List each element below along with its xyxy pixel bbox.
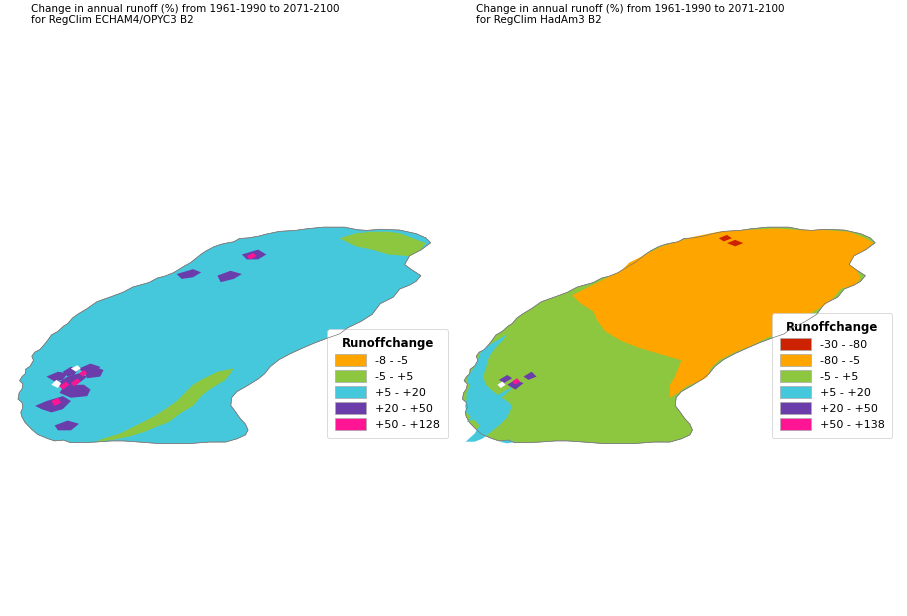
Polygon shape — [18, 227, 431, 444]
Polygon shape — [46, 371, 68, 381]
Polygon shape — [54, 373, 87, 388]
Polygon shape — [79, 370, 87, 376]
Polygon shape — [52, 398, 61, 406]
Polygon shape — [79, 363, 101, 373]
Polygon shape — [499, 375, 512, 383]
Polygon shape — [63, 367, 79, 376]
Polygon shape — [512, 378, 521, 385]
Polygon shape — [463, 227, 875, 444]
Legend: -8 - -5, -5 - +5, +5 - +20, +20 - +50, +50 - +128: -8 - -5, -5 - +5, +5 - +20, +20 - +50, +… — [327, 330, 448, 438]
Polygon shape — [60, 381, 69, 389]
Polygon shape — [60, 385, 91, 398]
Polygon shape — [507, 380, 523, 389]
Polygon shape — [84, 367, 103, 378]
Polygon shape — [71, 378, 81, 386]
Polygon shape — [95, 368, 234, 442]
Polygon shape — [523, 371, 537, 380]
Polygon shape — [499, 440, 515, 444]
Polygon shape — [339, 232, 425, 256]
Polygon shape — [727, 240, 743, 246]
Polygon shape — [52, 380, 61, 388]
Polygon shape — [71, 365, 81, 371]
Polygon shape — [54, 421, 79, 431]
Polygon shape — [242, 249, 267, 259]
Polygon shape — [218, 271, 242, 282]
Polygon shape — [247, 253, 257, 259]
Polygon shape — [466, 385, 515, 422]
Text: Change in annual runoff (%) from 1961-1990 to 2071-2100
for RegClim ECHAM4/OPYC3: Change in annual runoff (%) from 1961-19… — [31, 4, 340, 25]
Polygon shape — [497, 381, 505, 388]
Polygon shape — [719, 235, 732, 241]
Polygon shape — [35, 396, 71, 412]
Polygon shape — [465, 334, 512, 442]
Text: Change in annual runoff (%) from 1961-1990 to 2071-2100
for RegClim HadAm3 B2: Change in annual runoff (%) from 1961-19… — [475, 4, 785, 25]
Legend: -30 - -80, -80 - -5, -5 - +5, +5 - +20, +20 - +50, +50 - +138: -30 - -80, -80 - -5, -5 - +5, +5 - +20, … — [772, 314, 892, 438]
Polygon shape — [177, 269, 201, 279]
Polygon shape — [572, 229, 873, 398]
